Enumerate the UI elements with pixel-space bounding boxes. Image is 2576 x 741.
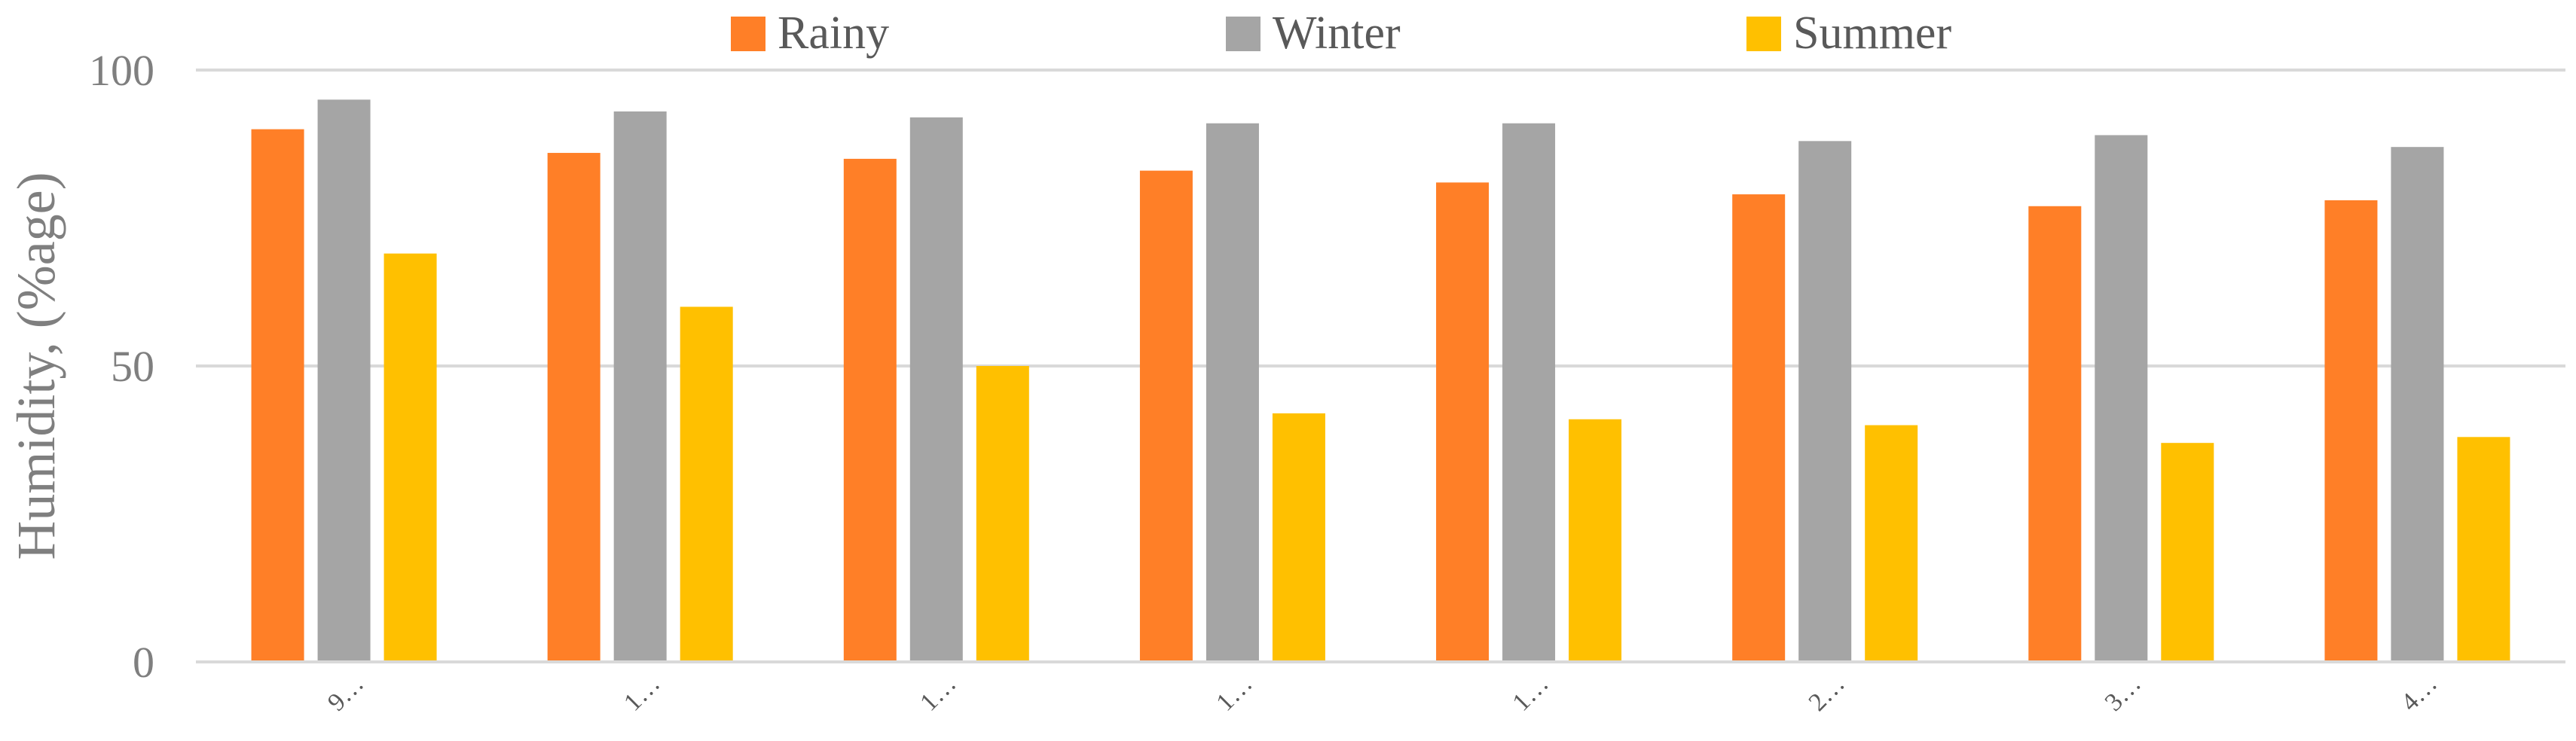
bar-winter-0 xyxy=(317,99,371,663)
x-tick-label: 9… xyxy=(322,669,369,716)
bar-rainy-7 xyxy=(2324,200,2378,662)
bar-summer-3 xyxy=(1272,413,1325,662)
x-tick-label: 3… xyxy=(2100,669,2147,716)
bar-winter-4 xyxy=(1502,123,1556,663)
y-axis-title: Humidity, (%age) xyxy=(6,172,66,560)
bar-winter-5 xyxy=(1798,141,1852,662)
x-tick-label: 1… xyxy=(1508,669,1554,716)
bar-rainy-6 xyxy=(2028,206,2082,662)
y-tick-label: 100 xyxy=(89,46,154,95)
bar-rainy-5 xyxy=(1732,194,1786,662)
bar-rainy-2 xyxy=(843,158,897,662)
bar-summer-4 xyxy=(1569,419,1622,662)
bar-winter-7 xyxy=(2391,147,2444,662)
x-tick-label: 1… xyxy=(619,669,665,716)
legend: Rainy Winter Summer xyxy=(731,8,1951,59)
bar-winter-2 xyxy=(909,117,963,662)
y-tick-label: 50 xyxy=(111,342,154,391)
y-axis-ticks: 0 50 100 xyxy=(89,46,154,687)
bar-winter-3 xyxy=(1205,123,1259,663)
x-axis-ticks: 9… 1… 1… 1… 1… 2… 3… 4… xyxy=(322,669,2443,716)
x-tick-label: 2… xyxy=(1804,669,1850,716)
bar-rainy-1 xyxy=(547,153,600,663)
bar-summer-1 xyxy=(680,306,733,662)
legend-label-winter: Winter xyxy=(1273,8,1401,59)
y-tick-label: 0 xyxy=(133,638,154,687)
x-tick-label: 1… xyxy=(915,669,961,716)
bar-summer-2 xyxy=(976,366,1029,662)
bar-rainy-3 xyxy=(1139,170,1193,662)
bar-rainy-4 xyxy=(1436,182,1490,663)
bars xyxy=(251,99,2510,663)
legend-label-summer: Summer xyxy=(1793,8,1951,59)
bar-summer-5 xyxy=(1865,425,1918,662)
bar-rainy-0 xyxy=(251,129,304,663)
legend-swatch-winter xyxy=(1226,17,1260,51)
x-tick-label: 1… xyxy=(1211,669,1257,716)
x-tick-label: 4… xyxy=(2396,669,2443,716)
bar-summer-0 xyxy=(383,253,437,662)
bar-summer-7 xyxy=(2457,437,2510,662)
legend-swatch-rainy xyxy=(731,17,765,51)
legend-swatch-summer xyxy=(1746,17,1781,51)
bar-winter-6 xyxy=(2095,135,2148,662)
bar-winter-1 xyxy=(613,111,667,662)
bar-summer-6 xyxy=(2161,443,2214,662)
legend-label-rainy: Rainy xyxy=(778,8,889,59)
